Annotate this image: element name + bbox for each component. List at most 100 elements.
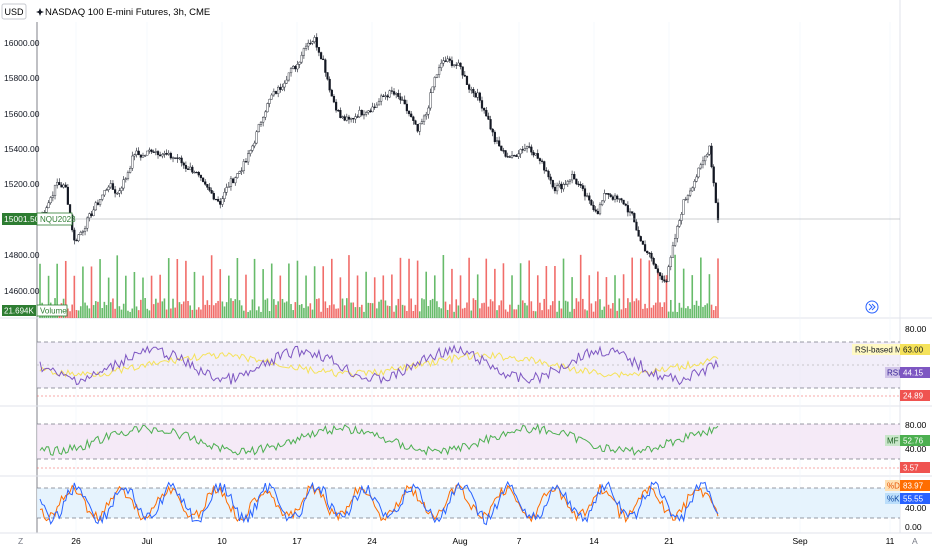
- candle-body: [549, 176, 552, 181]
- volume-bar: [255, 310, 258, 318]
- volume-bar: [110, 302, 112, 318]
- candle-body: [277, 86, 280, 94]
- volume-bar: [592, 311, 595, 318]
- auto-scale-button[interactable]: A: [912, 536, 918, 546]
- candle-body: [83, 228, 87, 232]
- volume-bar: [86, 305, 89, 318]
- candle-body: [461, 66, 464, 76]
- volume-bar: [599, 299, 601, 318]
- candle-body: [665, 280, 668, 283]
- time-tick: 11: [886, 536, 895, 546]
- volume-bar: [629, 302, 631, 318]
- mfi-label-badge: [885, 435, 900, 446]
- candle-body: [566, 181, 569, 185]
- volume-bar: [243, 310, 245, 318]
- candle-body: [146, 150, 149, 156]
- candle-body: [710, 145, 713, 167]
- volume-value-badge: [2, 305, 36, 316]
- candle-body: [272, 91, 275, 96]
- volume-bar: [200, 309, 202, 318]
- volume-bar: [502, 263, 505, 318]
- mfi-label: MF: [887, 437, 899, 446]
- candle-body: [375, 104, 378, 108]
- volume-bar: [485, 258, 488, 318]
- candle-body: [240, 170, 243, 172]
- candle-body: [64, 184, 67, 188]
- candle-body: [504, 150, 507, 157]
- volume-bar: [652, 305, 655, 318]
- candle-body: [300, 54, 303, 63]
- volume-bar: [481, 303, 483, 318]
- volume-bar: [669, 299, 672, 318]
- volume-bars: [39, 254, 719, 318]
- candle-body: [133, 154, 136, 157]
- volume-bar: [361, 304, 363, 318]
- volume-bar: [601, 309, 603, 318]
- volume-bar: [303, 307, 305, 318]
- volume-bar: [262, 269, 264, 318]
- candle-body: [382, 95, 385, 97]
- candle-body: [148, 149, 151, 152]
- currency-badge[interactable]: [1, 3, 27, 20]
- jump-to-latest-icon[interactable]: [865, 300, 879, 314]
- volume-bar: [234, 299, 237, 318]
- last-price-value: 15001.50: [4, 214, 40, 224]
- symbol-label: NQU2023: [40, 215, 76, 224]
- candle-body: [616, 195, 619, 200]
- price-tick: 15600.00: [4, 109, 40, 119]
- candle-body: [244, 161, 248, 163]
- volume-bar: [285, 301, 288, 318]
- candle-body: [427, 107, 430, 115]
- candle-body: [515, 155, 518, 157]
- candle-body: [309, 42, 312, 45]
- candle-body: [152, 151, 155, 153]
- candle-body: [562, 184, 565, 190]
- volume-bar: [689, 308, 691, 318]
- candle-body: [118, 190, 121, 194]
- volume-bar: [582, 298, 584, 318]
- candle-body: [682, 199, 685, 215]
- candle-body: [360, 110, 363, 116]
- candle-body: [120, 187, 123, 191]
- volume-bar: [558, 300, 561, 318]
- volume-bar: [676, 311, 679, 318]
- volume-bar: [363, 311, 365, 318]
- candle-body: [534, 153, 537, 156]
- candle-body: [545, 170, 548, 172]
- volume-bar: [144, 298, 146, 318]
- volume-bar: [530, 301, 533, 318]
- candle-body: [345, 116, 348, 121]
- volume-bar: [513, 309, 515, 318]
- candle-body: [420, 121, 424, 124]
- volume-bar: [270, 263, 273, 318]
- volume-bar: [504, 309, 507, 318]
- candle-body: [459, 62, 462, 67]
- candle-body: [47, 202, 50, 208]
- volume-bar: [423, 299, 425, 318]
- volume-bar: [90, 266, 93, 318]
- candle-body: [652, 258, 655, 265]
- volume-bar: [496, 310, 498, 318]
- volume-bar: [163, 298, 166, 318]
- volume-bar: [639, 258, 642, 318]
- candle-body: [141, 155, 145, 158]
- candle-body: [126, 172, 130, 179]
- candle-body: [341, 116, 344, 118]
- time-tick: 21: [664, 536, 674, 546]
- volume-bar: [551, 301, 554, 318]
- volume-bar: [273, 299, 275, 318]
- volume-bar: [631, 257, 633, 318]
- stoch-k-value: 55.55: [903, 495, 924, 504]
- zoom-icon[interactable]: Z: [18, 536, 23, 546]
- candle-body: [656, 268, 660, 273]
- candle-body: [487, 115, 490, 120]
- candle-body: [219, 201, 222, 205]
- volume-bar: [215, 303, 217, 318]
- candle-body: [714, 182, 717, 203]
- volume-bar: [279, 275, 282, 318]
- volume-bar: [197, 307, 200, 318]
- candle-body: [150, 149, 153, 153]
- candle-body: [255, 131, 258, 144]
- candle-body: [236, 173, 239, 178]
